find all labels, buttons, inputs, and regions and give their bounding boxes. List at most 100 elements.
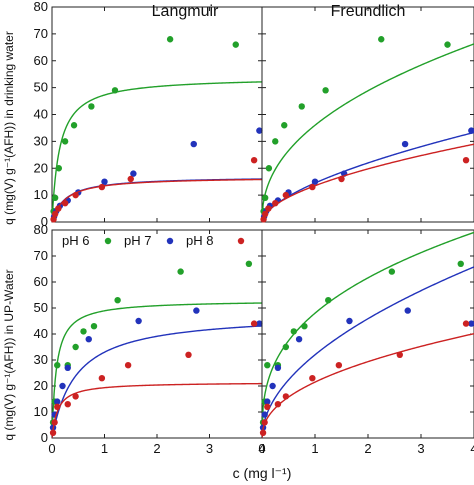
legend-marker-3 xyxy=(237,237,245,245)
fit-curve-0 xyxy=(262,43,474,222)
data-point xyxy=(272,199,279,207)
data-point xyxy=(301,323,308,330)
fit-curve-0 xyxy=(52,81,262,222)
data-point xyxy=(269,382,276,390)
data-point xyxy=(462,156,470,164)
data-point xyxy=(54,398,61,405)
legend-marker-2 xyxy=(166,237,174,245)
fit-curve-2 xyxy=(52,178,262,222)
fit-curve-0 xyxy=(262,231,474,438)
y-tick-label: 70 xyxy=(34,248,48,263)
data-point xyxy=(388,268,396,275)
data-point xyxy=(261,419,268,426)
data-point xyxy=(90,323,98,330)
data-point xyxy=(290,328,297,335)
data-point xyxy=(309,183,316,191)
y-tick-label: 20 xyxy=(34,160,48,175)
data-point xyxy=(401,140,409,148)
col-title-langmuir: Langmuir xyxy=(152,3,219,20)
x-tick-label: 3 xyxy=(206,441,213,456)
data-point xyxy=(404,307,411,314)
fit-curve-1 xyxy=(262,131,474,222)
data-point xyxy=(261,210,269,218)
data-point xyxy=(298,103,305,110)
y-tick-label: 10 xyxy=(34,187,48,202)
data-point xyxy=(55,165,63,172)
data-point xyxy=(232,41,239,48)
y-tick-label: 0 xyxy=(41,430,48,445)
data-point xyxy=(54,362,61,369)
data-point xyxy=(101,178,108,185)
data-point xyxy=(59,382,66,390)
data-point xyxy=(85,336,92,343)
panel-top-right xyxy=(260,6,474,223)
xlabel: c (mg l⁻¹) xyxy=(233,465,292,481)
data-point xyxy=(245,260,253,267)
data-point xyxy=(256,127,263,134)
data-point xyxy=(72,191,79,199)
data-point xyxy=(51,194,59,202)
data-point xyxy=(98,375,106,382)
panel-top-left: 0 10 20 30 40 50 60 70 80 xyxy=(34,0,263,229)
x-tick-label: 2 xyxy=(153,441,160,456)
y-tick-label: 30 xyxy=(34,352,48,367)
data-point xyxy=(338,175,345,183)
x-tick-label: 1 xyxy=(311,441,318,456)
data-point xyxy=(190,140,197,148)
data-point xyxy=(265,165,273,172)
y-tick-label: 80 xyxy=(34,0,48,14)
data-point xyxy=(444,41,451,48)
panel-frame xyxy=(261,6,474,223)
data-point xyxy=(261,194,269,202)
data-point xyxy=(72,393,79,400)
y-tick-label: 50 xyxy=(34,80,48,95)
data-point xyxy=(457,260,464,267)
data-point xyxy=(274,364,282,371)
data-point xyxy=(462,320,470,327)
data-point xyxy=(272,138,279,145)
data-point xyxy=(98,183,106,191)
data-point xyxy=(281,122,288,129)
data-point xyxy=(70,122,78,129)
data-point xyxy=(64,364,71,371)
y-tick-label: 60 xyxy=(34,53,48,68)
data-point xyxy=(309,375,316,382)
y-tick-label: 30 xyxy=(34,133,48,148)
y-tick-label: 20 xyxy=(34,378,48,393)
data-point xyxy=(322,87,329,94)
data-point xyxy=(185,351,192,358)
data-point xyxy=(130,170,137,177)
data-point xyxy=(261,411,268,418)
y-tick-label: 50 xyxy=(34,300,48,315)
legend-marker-1 xyxy=(104,237,112,245)
data-point xyxy=(295,336,303,343)
y-tick-label: 40 xyxy=(34,107,48,122)
data-point xyxy=(135,317,142,325)
x-tick-label: 0 xyxy=(48,441,55,456)
data-point xyxy=(282,393,290,400)
data-point xyxy=(250,320,258,327)
data-point xyxy=(88,103,95,110)
fit-curve-2 xyxy=(52,382,262,438)
data-point xyxy=(396,351,403,358)
data-point xyxy=(259,429,267,436)
data-point xyxy=(325,297,332,304)
data-point xyxy=(111,87,119,94)
data-point xyxy=(51,419,58,426)
data-point xyxy=(61,199,69,207)
x-tick-label: 4 xyxy=(470,441,474,456)
ylabel-drinking-water: q (mg(V) g⁻¹(AFH)) in drinking water xyxy=(2,31,16,225)
data-point xyxy=(264,362,271,369)
y-tick-label: 40 xyxy=(34,326,48,341)
fit-curve-2 xyxy=(262,143,474,222)
data-point xyxy=(265,205,272,212)
x-tick-label: 3 xyxy=(417,441,424,456)
fit-curve-2 xyxy=(262,333,474,438)
x-tick-label: 2 xyxy=(364,441,371,456)
data-point xyxy=(61,138,69,145)
data-point xyxy=(250,156,258,164)
col-title-freundlich: Freundlich xyxy=(331,3,406,20)
data-point xyxy=(193,307,200,314)
